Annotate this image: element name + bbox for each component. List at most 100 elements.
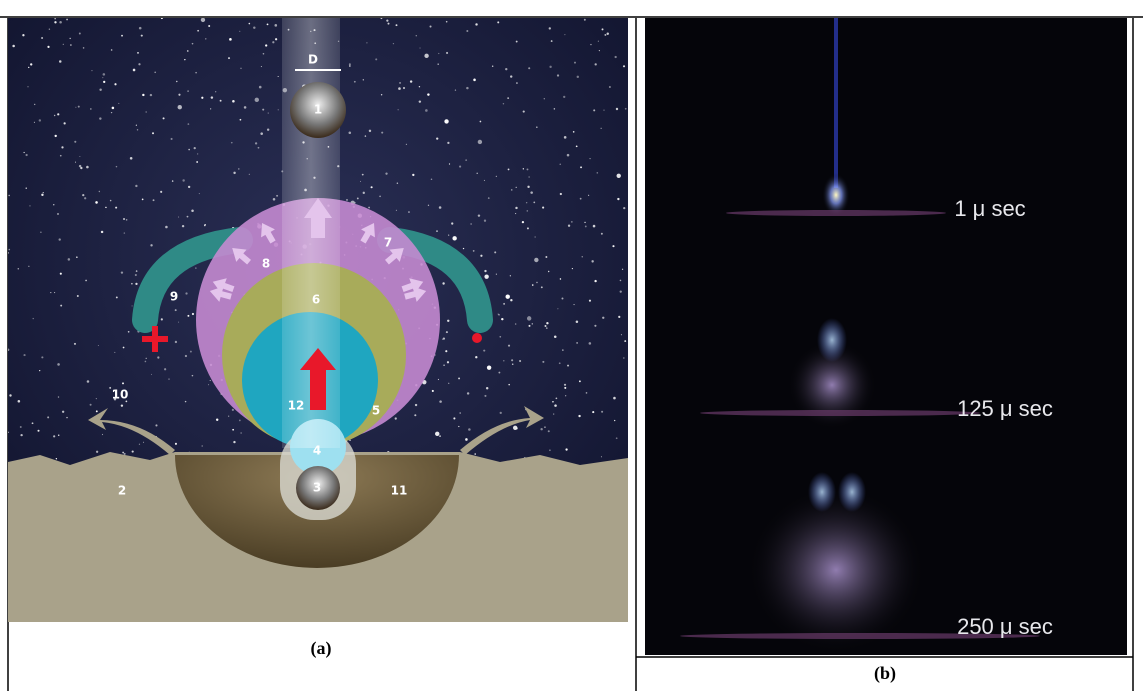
star [85, 279, 87, 282]
star [134, 273, 137, 277]
star [233, 440, 236, 444]
star [78, 32, 81, 35]
label: 10 [112, 388, 129, 402]
star [565, 448, 568, 451]
star [576, 342, 578, 344]
star [423, 381, 425, 383]
star [33, 121, 35, 123]
star [66, 416, 68, 419]
star [174, 442, 177, 445]
star [530, 191, 533, 194]
star [9, 394, 12, 397]
star [125, 400, 128, 403]
star [353, 80, 356, 83]
star [536, 126, 538, 128]
star [441, 338, 443, 340]
star [475, 23, 478, 26]
star [191, 374, 194, 377]
star [617, 197, 620, 201]
star [439, 435, 441, 438]
label: 9 [170, 290, 178, 304]
star [41, 356, 44, 359]
star [142, 93, 145, 97]
star [28, 66, 30, 69]
panel-a-illustration: D 1 2 3 4 5 6 7 8 9 10 11 12 [8, 18, 628, 622]
star [505, 294, 510, 299]
star [228, 415, 230, 417]
star [53, 204, 55, 206]
star [545, 255, 548, 258]
star [215, 418, 219, 422]
star [437, 378, 439, 381]
star [191, 312, 195, 316]
star [499, 335, 502, 338]
star [544, 426, 546, 428]
star [197, 153, 199, 155]
star [555, 397, 558, 400]
star [542, 206, 545, 209]
star [556, 74, 560, 77]
star [75, 161, 77, 163]
star [458, 165, 462, 168]
star [178, 321, 180, 323]
star [497, 21, 500, 24]
star [138, 63, 141, 66]
star [25, 187, 27, 189]
star [531, 284, 534, 286]
star [564, 386, 567, 389]
star [474, 453, 477, 455]
star [392, 43, 395, 45]
caption-a: (a) [311, 638, 332, 659]
star [184, 354, 188, 358]
star [57, 434, 60, 436]
star [545, 327, 548, 329]
star [160, 18, 163, 20]
star [61, 410, 65, 413]
star [144, 360, 147, 363]
star [395, 209, 398, 211]
star [596, 172, 599, 174]
star [243, 106, 247, 109]
star [487, 197, 490, 199]
star [187, 123, 190, 125]
label: 7 [384, 236, 392, 250]
star [564, 34, 566, 36]
star [125, 219, 128, 221]
star [425, 109, 428, 112]
star [366, 42, 368, 44]
star [594, 324, 597, 327]
star [138, 26, 142, 30]
star [115, 165, 118, 168]
star [232, 99, 235, 103]
label: 8 [262, 257, 270, 271]
star [145, 357, 147, 359]
star [186, 215, 189, 218]
star [479, 120, 482, 123]
star [578, 414, 581, 418]
star [195, 267, 197, 269]
expansion-arrow [212, 278, 235, 294]
star [522, 110, 525, 113]
star [171, 180, 174, 182]
star [23, 354, 26, 357]
star [191, 42, 194, 45]
star [540, 427, 543, 431]
star [543, 98, 545, 100]
star [498, 371, 501, 374]
star [594, 279, 597, 283]
star [501, 317, 504, 321]
label: 2 [118, 484, 126, 498]
star [526, 210, 529, 212]
star [528, 324, 531, 327]
star [584, 225, 587, 228]
star [95, 450, 99, 453]
star [387, 22, 390, 25]
star [20, 433, 23, 437]
star [592, 224, 596, 228]
star [99, 88, 102, 91]
star [274, 24, 278, 27]
star [623, 357, 625, 359]
star [42, 191, 44, 194]
star [553, 335, 557, 339]
star [95, 410, 98, 413]
